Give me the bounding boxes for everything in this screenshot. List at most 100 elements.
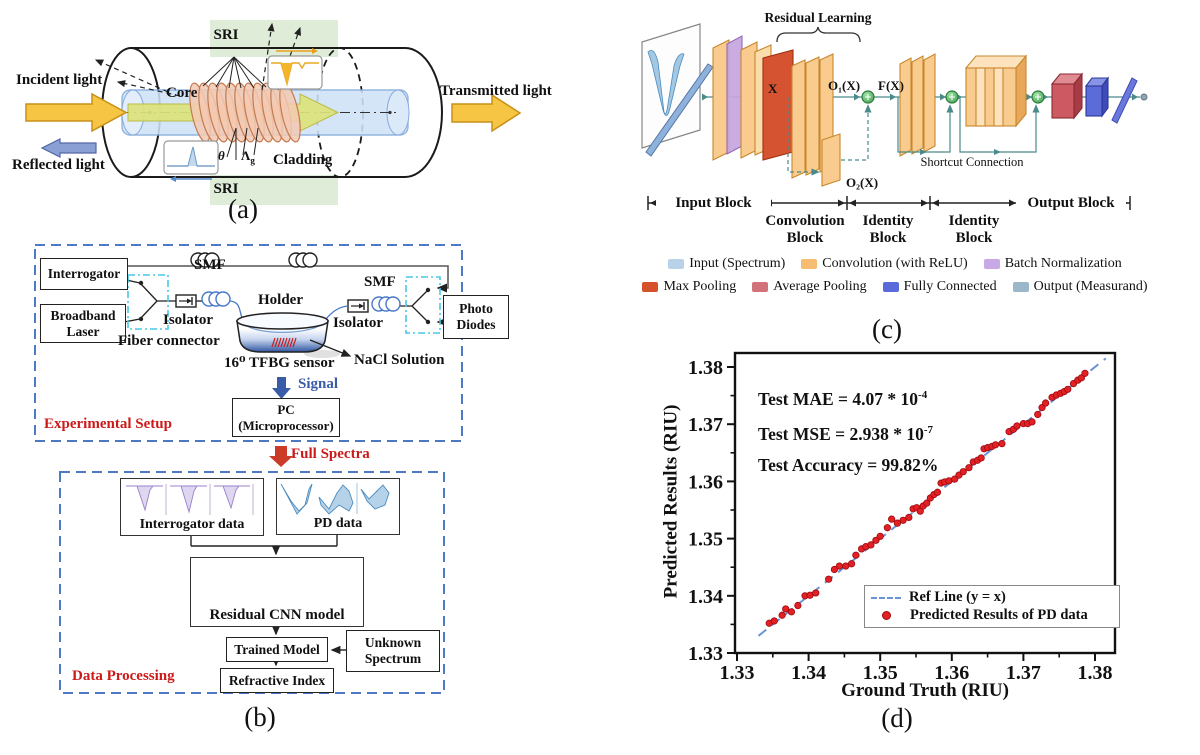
transmitted-direction-icon (312, 48, 318, 54)
mse-text: Test MSE = 2.938 * 10 (758, 423, 924, 444)
cnn-architecture-diagram (641, 23, 1148, 210)
interrogator-data-label: Interrogator data (139, 517, 245, 532)
fully-connected-block (1084, 76, 1110, 118)
transmission-spectrum-inset (267, 48, 323, 90)
input-spectrum-panel (641, 23, 714, 157)
caption-b: (b) (244, 702, 276, 732)
tfbg-sensor-diagram (25, 20, 522, 205)
trained-model-box: Trained Model (226, 637, 328, 662)
identity-block-1-label-2: Block (869, 230, 907, 247)
residual-learning-label: Residual Learning (764, 10, 872, 25)
ref-line-label: Ref Line (y = x) (909, 589, 1006, 605)
nacl-label: NaCl Solution (354, 352, 445, 368)
caption-d: (d) (881, 703, 913, 733)
legend-label: Input (Spectrum) (689, 256, 786, 271)
legend-item-convolution: Convolution (with ReLU) (801, 256, 968, 272)
svg-text:1.36: 1.36 (688, 471, 723, 493)
o1-label: O₁(X) (828, 78, 861, 93)
fiber-out-of-dish (324, 305, 349, 321)
legend-item-output: Output (Measurand) (1012, 279, 1148, 295)
input-block-label: Input Block (656, 195, 771, 213)
fiber-routing (123, 265, 449, 327)
processing-flow-lines (190, 533, 346, 667)
isolator-left-label: Isolator (163, 312, 213, 328)
legend-label: Batch Normalization (1004, 256, 1122, 271)
pc-box: PC (Microprocessor) (232, 398, 340, 437)
full-spectra-label: Full Spectra (291, 446, 370, 462)
holder-dish (236, 312, 340, 358)
mse-exponent: -7 (923, 423, 934, 436)
batch-norm-swatch (983, 259, 1000, 269)
sri-top-label: SRI (213, 27, 239, 43)
signal-label: Signal (298, 376, 339, 392)
o2-dashed-path (787, 97, 872, 176)
dashed-line-icon (871, 596, 901, 599)
output-bar (1111, 77, 1138, 124)
legend-pd-points: Predicted Results of PD data (871, 607, 1113, 624)
svg-text:1.37: 1.37 (688, 414, 723, 436)
legend-ref-line: Ref Line (y = x) (871, 589, 1113, 606)
mse-line: Test MSE = 2.938 * 10-7 (758, 415, 938, 450)
shortcut-connections (897, 97, 1040, 155)
core-label: Core (166, 85, 198, 101)
fiber-connector-left-box (127, 274, 169, 330)
photo-diodes-box: Photo Diodes (443, 295, 509, 339)
f-label: F(X) (878, 78, 904, 93)
broadband-laser-box: Broadband Laser (40, 304, 126, 343)
residual-cnn-label: Residual CNN model (209, 607, 345, 623)
tilted-grating (189, 82, 301, 143)
isolator-right-label: Isolator (333, 315, 383, 331)
data-processing-box (59, 471, 445, 694)
shortcut-connection-label: Shortcut Connection (920, 155, 1024, 169)
legend-label: Fully Connected (903, 279, 997, 294)
incident-light-label: Incident light (16, 72, 103, 88)
identity-block-2-label-2: Block (955, 230, 993, 247)
legend-item-max-pooling: Max Pooling (642, 279, 736, 295)
mae-exponent: -4 (918, 389, 928, 401)
isolator-left-icon (175, 294, 197, 308)
svg-text:1.36: 1.36 (934, 662, 969, 684)
experimental-setup-box (34, 244, 463, 442)
fiber-connector-right-box (405, 276, 441, 334)
tfbg-sensor-label: 16⁰ TFBG sensor (224, 355, 335, 371)
svg-text:1.33: 1.33 (688, 643, 723, 665)
test-metrics-annotation: Test MAE = 4.07 * 10-4 Test MSE = 2.938 … (758, 380, 938, 481)
pd-spectra-icon (280, 483, 390, 515)
experimental-setup-title: Experimental Setup (44, 416, 172, 432)
reflected-light-label: Reflected light (12, 157, 105, 173)
photo-diodes-label-1: Photo (459, 301, 493, 316)
identity-block-2-label: Identity Block (924, 213, 1024, 248)
residual-learning-brace (776, 26, 861, 43)
full-spectra-arrow (269, 446, 293, 467)
interrogator-spectra-icon (126, 484, 254, 515)
input-spectrum-swatch (668, 259, 685, 269)
identity-block-1-layers (899, 53, 936, 157)
pd-points-label: Predicted Results of PD data (910, 607, 1088, 623)
reflected-light-arrow (40, 138, 97, 158)
reflection-spectrum-inset (163, 140, 219, 182)
reflected-direction-icon (170, 176, 176, 182)
interrogator-box: Interrogator (40, 258, 128, 290)
average-pooling-block (1050, 72, 1084, 120)
smf-coil-left-icon (201, 291, 231, 307)
residual-add-nodes (861, 90, 1045, 104)
avg-pooling-swatch (752, 282, 769, 292)
trained-model-label: Trained Model (234, 641, 320, 657)
svg-text:1.34: 1.34 (688, 586, 723, 608)
fiber-coil-top-left-icon (190, 252, 220, 268)
legend-label: Max Pooling (663, 279, 737, 294)
lambda-subscript: g (250, 155, 255, 166)
signal-arrow (272, 377, 291, 399)
identity-block-2-cube (964, 54, 1028, 128)
interrogator-data-box: Interrogator data (120, 478, 264, 536)
cladding-label: Cladding (273, 152, 333, 168)
unknown-spectrum-label-2: Spectrum (364, 651, 422, 666)
o2-label: O₂(X) (846, 175, 879, 190)
angle-marks (226, 127, 259, 160)
legend-item-input: Input (Spectrum) (668, 256, 785, 272)
grating-plane-lines (202, 56, 267, 89)
nacl-arrow (309, 339, 352, 357)
legend-label: Output (Measurand) (1033, 279, 1148, 294)
smf-left-label: SMF (194, 257, 226, 273)
refractive-index-box: Refractive Index (220, 668, 334, 693)
